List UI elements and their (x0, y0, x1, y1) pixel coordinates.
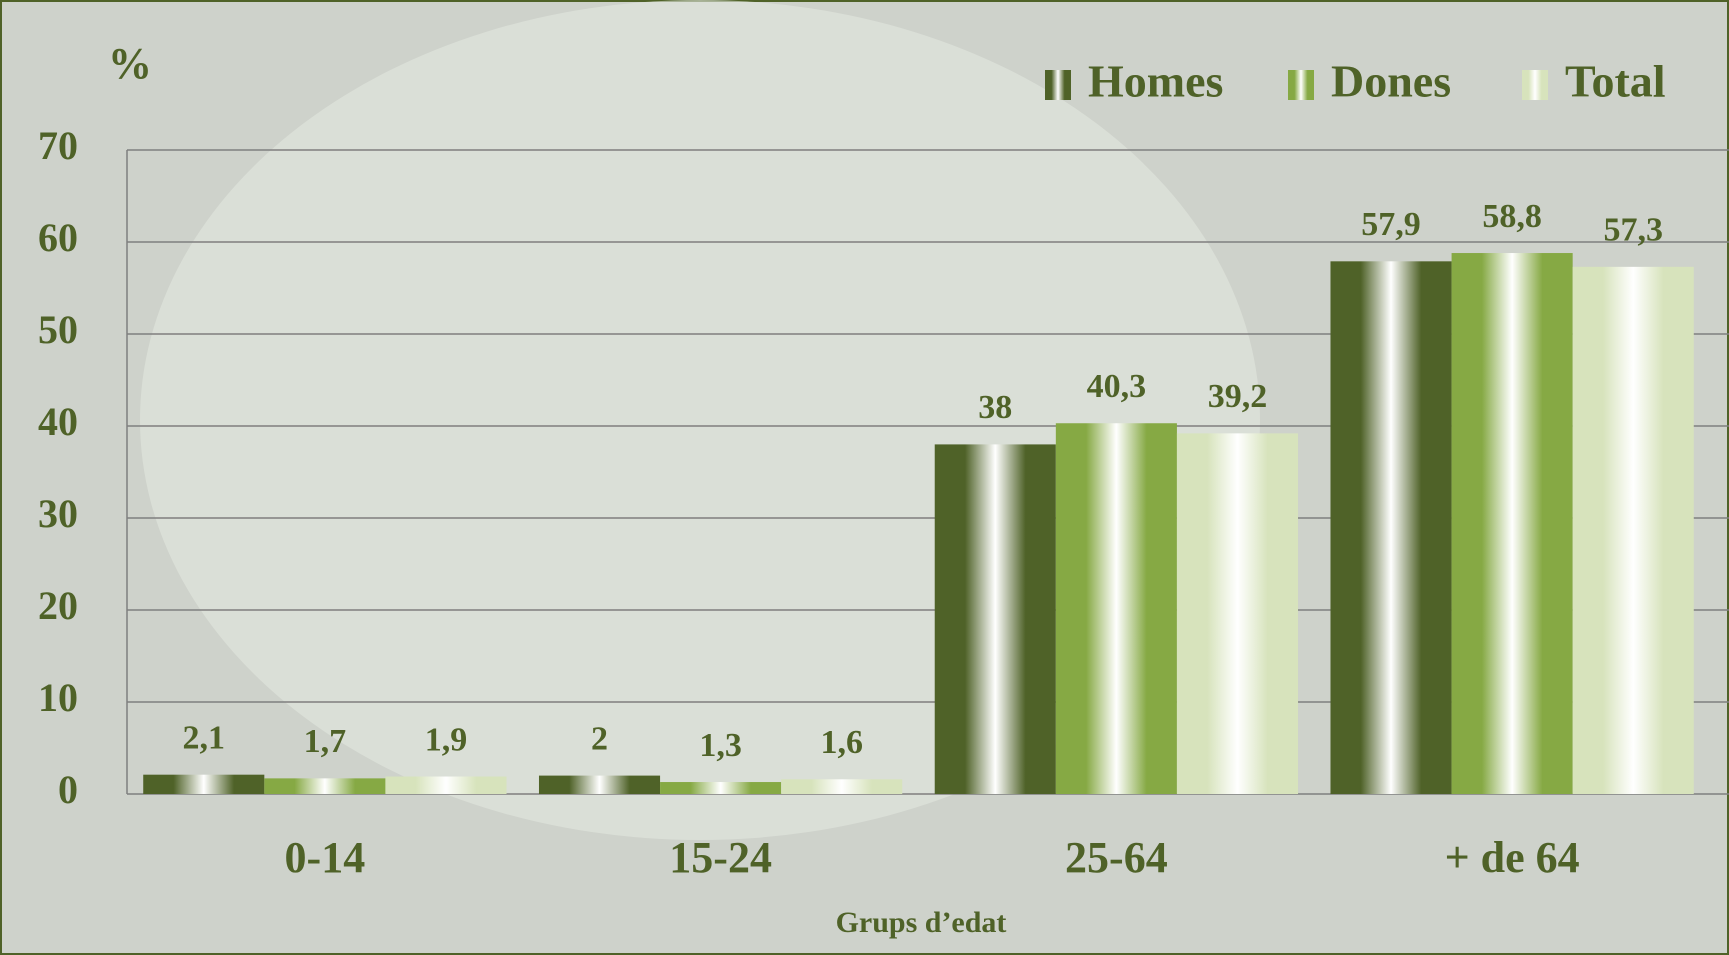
x-tick-label: + de 64 (1445, 833, 1580, 882)
bar (264, 778, 386, 794)
value-label: 39,2 (1208, 378, 1268, 415)
y-tick-label: 50 (38, 307, 78, 352)
y-tick-label: 10 (38, 675, 78, 720)
value-label: 1,7 (304, 723, 347, 760)
bar (143, 774, 265, 794)
bar (660, 782, 782, 794)
legend-swatch (1522, 70, 1548, 100)
bar (1572, 266, 1694, 795)
bar (781, 779, 903, 794)
value-label: 40,3 (1087, 368, 1147, 405)
value-label: 38 (978, 389, 1012, 426)
value-label: 2,1 (183, 719, 226, 756)
value-label: 58,8 (1482, 198, 1542, 235)
value-label: 1,6 (820, 724, 863, 761)
x-tick-label: 0-14 (285, 833, 366, 882)
x-tick-label: 25-64 (1065, 833, 1168, 882)
value-label: 57,9 (1361, 206, 1421, 243)
y-tick-label: 60 (38, 215, 78, 260)
legend-label: Homes (1088, 56, 1223, 107)
y-axis-label: % (108, 39, 152, 88)
legend-swatch (1288, 70, 1314, 100)
legend-label: Dones (1331, 56, 1451, 107)
legend-label: Total (1565, 56, 1666, 107)
x-axis-label: Grups d’edat (836, 906, 1007, 939)
bar (1176, 433, 1299, 794)
bar (538, 775, 661, 794)
bar (1330, 261, 1452, 794)
y-tick-label: 20 (38, 583, 78, 628)
value-label: 2 (591, 720, 608, 757)
value-label: 1,3 (699, 727, 742, 764)
value-label: 1,9 (425, 721, 468, 758)
y-tick-label: 40 (38, 399, 78, 444)
bar (934, 444, 1056, 794)
y-tick-label: 70 (38, 123, 78, 168)
bar (1055, 423, 1177, 794)
value-label: 57,3 (1603, 212, 1663, 249)
bar (1451, 253, 1573, 795)
x-tick-label: 15-24 (669, 833, 772, 882)
bar (385, 776, 507, 794)
y-tick-label: 0 (58, 767, 78, 812)
y-tick-label: 30 (38, 491, 78, 536)
legend-swatch (1045, 70, 1071, 100)
